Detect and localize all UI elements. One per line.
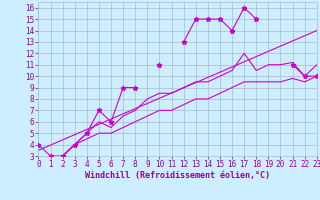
X-axis label: Windchill (Refroidissement éolien,°C): Windchill (Refroidissement éolien,°C) [85,171,270,180]
